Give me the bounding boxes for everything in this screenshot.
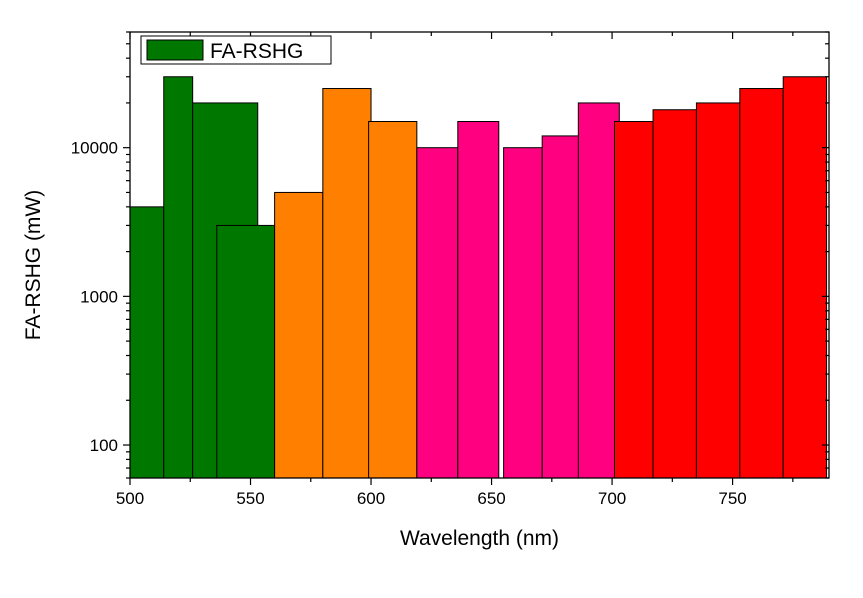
bar-16 bbox=[739, 88, 784, 479]
bar-15 bbox=[695, 102, 741, 479]
x-tick-label: 550 bbox=[236, 489, 264, 508]
x-tick-label: 650 bbox=[477, 489, 505, 508]
bar-12 bbox=[577, 102, 620, 479]
legend: FA-RSHG bbox=[140, 35, 332, 65]
bar-6 bbox=[322, 88, 372, 479]
bar-9 bbox=[457, 121, 500, 479]
x-tick-label: 750 bbox=[718, 489, 746, 508]
x-tick-label: 700 bbox=[598, 489, 626, 508]
x-tick-label: 500 bbox=[116, 489, 144, 508]
plot-frame bbox=[129, 31, 830, 479]
y-axis: 100 1000 10000 bbox=[71, 31, 829, 479]
bar-1 bbox=[129, 206, 165, 479]
bar-11 bbox=[541, 135, 582, 479]
y-axis-title: FA-RSHG (mW) bbox=[22, 190, 45, 340]
x-axis-title: Wavelength (nm) bbox=[400, 527, 559, 550]
bar-5 bbox=[274, 191, 324, 479]
bar-2 bbox=[163, 76, 194, 479]
y-tick-label: 10000 bbox=[71, 139, 118, 158]
legend-label: FA-RSHG bbox=[210, 40, 303, 63]
bar-10 bbox=[503, 147, 543, 479]
bar-8 bbox=[416, 147, 459, 479]
bar-17 bbox=[782, 76, 828, 479]
y-tick-label: 1000 bbox=[80, 287, 118, 306]
bar-13 bbox=[613, 121, 654, 479]
bars-group bbox=[129, 76, 828, 479]
bar-4 bbox=[216, 224, 276, 479]
bar-7 bbox=[368, 121, 418, 479]
x-axis: 500 550 600 650 700 750 bbox=[116, 32, 794, 508]
y-tick-label: 100 bbox=[90, 436, 118, 455]
bar-14 bbox=[652, 109, 697, 479]
x-tick-label: 600 bbox=[357, 489, 385, 508]
legend-swatch bbox=[146, 39, 204, 61]
